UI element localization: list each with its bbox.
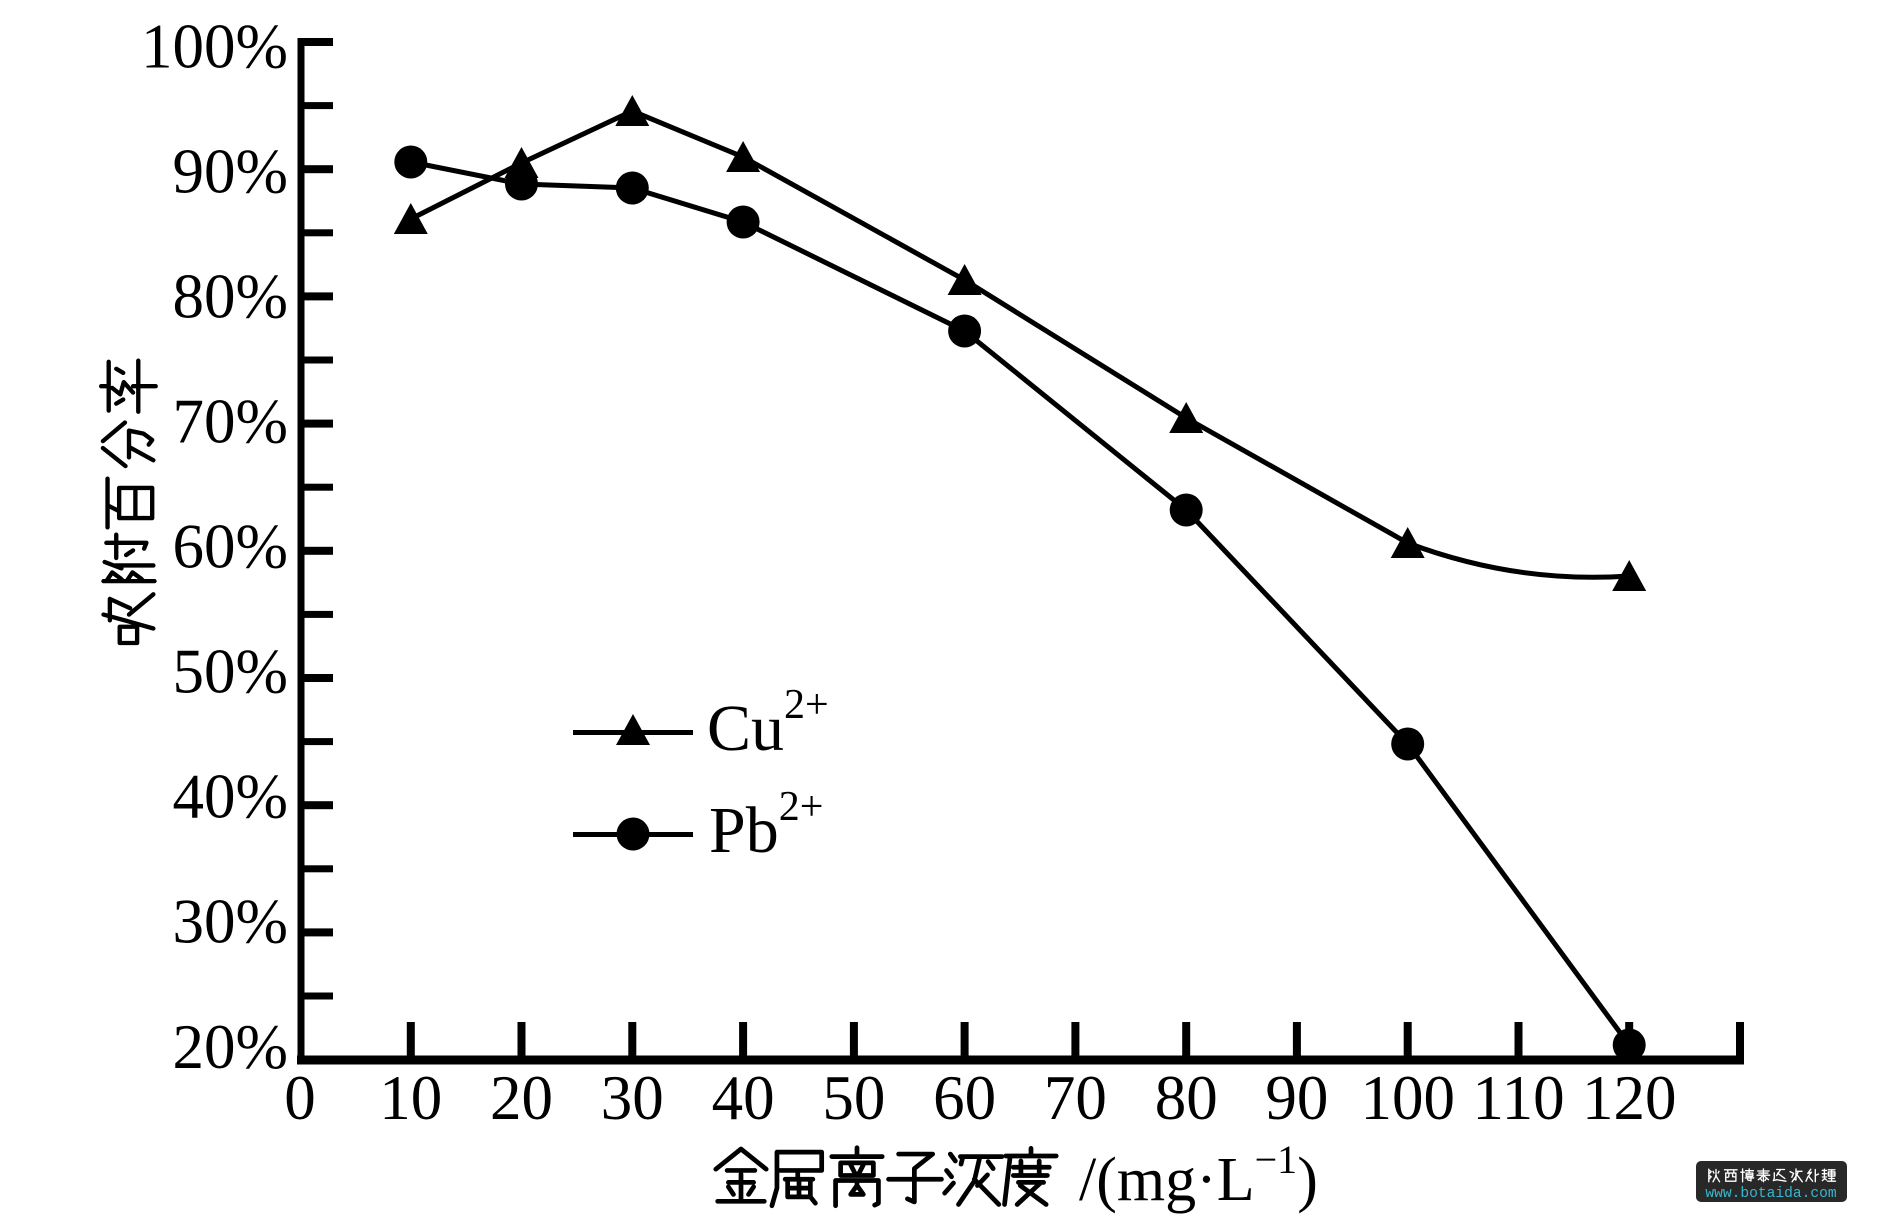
- svg-text:40: 40: [712, 1063, 775, 1133]
- svg-text:70%: 70%: [173, 387, 288, 457]
- svg-text:90%: 90%: [173, 136, 288, 206]
- svg-text:50%: 50%: [173, 637, 288, 707]
- svg-text:50: 50: [822, 1063, 885, 1133]
- svg-text:www.botaida.com: www.botaida.com: [1705, 1186, 1837, 1202]
- svg-text:110: 110: [1472, 1063, 1564, 1133]
- svg-text:30%: 30%: [173, 887, 288, 957]
- svg-text:30: 30: [601, 1063, 664, 1133]
- svg-text:90: 90: [1265, 1063, 1328, 1133]
- svg-text:10: 10: [379, 1063, 442, 1133]
- svg-text:60%: 60%: [173, 512, 288, 582]
- svg-text:100: 100: [1360, 1063, 1455, 1133]
- svg-text:120: 120: [1582, 1063, 1677, 1133]
- svg-text:60: 60: [933, 1063, 996, 1133]
- svg-text:20: 20: [490, 1063, 553, 1133]
- svg-text:0: 0: [284, 1063, 316, 1133]
- svg-text:40%: 40%: [173, 762, 288, 832]
- svg-text:80: 80: [1155, 1063, 1218, 1133]
- svg-text:100%: 100%: [141, 11, 288, 81]
- svg-text:20%: 20%: [173, 1012, 288, 1082]
- svg-text:80%: 80%: [173, 261, 288, 331]
- svg-text:70: 70: [1044, 1063, 1107, 1133]
